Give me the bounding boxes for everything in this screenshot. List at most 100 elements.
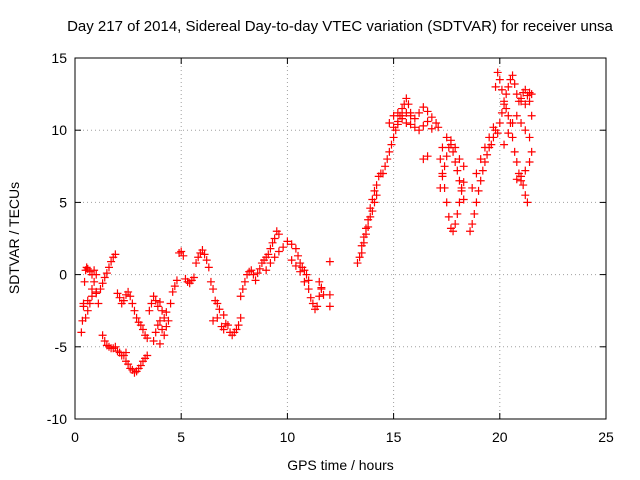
data-point [264, 250, 273, 259]
data-point [359, 238, 368, 247]
data-point [523, 198, 532, 207]
data-point [393, 117, 402, 126]
data-point [455, 155, 464, 164]
data-point [489, 123, 498, 132]
data-point [502, 90, 511, 99]
data-point [361, 230, 370, 239]
data-point [440, 162, 449, 171]
data-point [296, 259, 305, 268]
data-point [525, 157, 534, 166]
data-point [459, 162, 468, 171]
data-point [192, 259, 201, 268]
data-point [472, 169, 481, 178]
data-point [468, 183, 477, 192]
data-point [495, 75, 504, 84]
data-point [219, 325, 228, 334]
data-point [253, 269, 262, 278]
x-tick-label: 20 [492, 429, 508, 445]
data-point [325, 257, 334, 266]
data-point [366, 212, 375, 221]
data-point [442, 198, 451, 207]
data-point [402, 118, 411, 127]
data-point [223, 321, 232, 330]
x-tick-label: 5 [177, 429, 185, 445]
data-point [126, 292, 135, 301]
plot-border [74, 57, 607, 420]
data-point [315, 277, 324, 286]
data-point [497, 85, 506, 94]
data-point [393, 108, 402, 117]
data-point [81, 313, 90, 322]
data-point [423, 107, 432, 116]
data-point [82, 263, 91, 272]
data-point [378, 169, 387, 178]
data-point [525, 97, 534, 106]
data-point [497, 108, 506, 117]
data-point [274, 247, 283, 256]
data-point [291, 244, 300, 253]
data-point [455, 198, 464, 207]
axis-ticks: 0 5 10 15 20 25 -10 -5 0 5 10 15 [47, 50, 614, 445]
data-point [451, 220, 460, 229]
data-point [493, 129, 502, 138]
data-point [521, 100, 530, 109]
data-point [527, 90, 536, 99]
data-point [234, 321, 243, 330]
data-point [158, 306, 167, 315]
data-point [308, 299, 317, 308]
y-tick-label: 0 [59, 267, 67, 283]
data-point [508, 71, 517, 80]
data-point [419, 103, 428, 112]
data-point [372, 181, 381, 190]
data-point [487, 140, 496, 149]
data-point [100, 273, 109, 282]
data-point [504, 111, 513, 120]
data-point [119, 296, 128, 305]
data-point [381, 162, 390, 171]
data-point [398, 111, 407, 120]
data-point [410, 114, 419, 123]
data-point [527, 147, 536, 156]
data-point [266, 259, 275, 268]
data-point [508, 133, 517, 142]
data-point [153, 321, 162, 330]
data-point [124, 360, 133, 369]
data-point [149, 292, 158, 301]
data-point [155, 298, 164, 307]
data-point [194, 253, 203, 262]
data-point [147, 299, 156, 308]
data-point [115, 293, 124, 302]
data-point [87, 292, 96, 301]
data-point [151, 296, 160, 305]
data-point [402, 108, 411, 117]
y-tick-label: -10 [47, 411, 67, 427]
x-axis-label: GPS time / hours [287, 457, 394, 473]
data-point [111, 250, 120, 259]
data-point [87, 285, 96, 294]
y-tick-label: 10 [51, 122, 67, 138]
data-point [459, 195, 468, 204]
data-point [96, 285, 105, 294]
data-point [419, 121, 428, 130]
data-point [204, 263, 213, 272]
data-point [500, 100, 509, 109]
data-point [387, 140, 396, 149]
x-tick-label: 10 [280, 429, 296, 445]
data-point [406, 111, 415, 120]
data-point [236, 313, 245, 322]
data-point [77, 328, 86, 337]
chart-title: Day 217 of 2014, Sidereal Day-to-day VTE… [67, 18, 613, 35]
data-point [517, 118, 526, 127]
data-point [90, 277, 99, 286]
data-point [262, 266, 271, 275]
data-point [162, 308, 171, 317]
data-point [493, 68, 502, 77]
data-point [451, 143, 460, 152]
data-point [206, 277, 215, 286]
data-point [113, 289, 122, 298]
x-tick-label: 25 [598, 429, 614, 445]
data-point [138, 325, 147, 334]
data-point [525, 133, 534, 142]
data-point [158, 325, 167, 334]
